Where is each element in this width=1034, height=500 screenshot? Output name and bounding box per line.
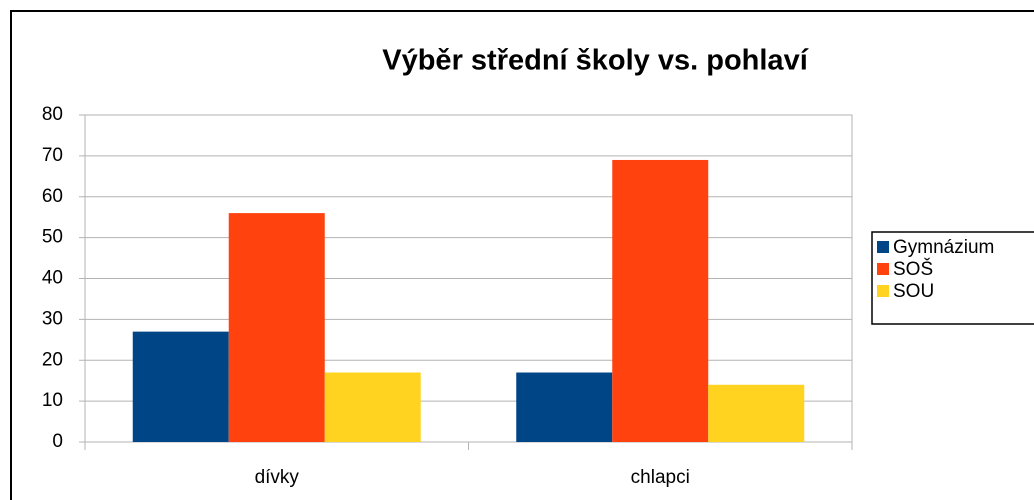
- y-tick-label: 40: [42, 268, 63, 289]
- y-tick-label: 80: [42, 104, 63, 125]
- legend-swatch: [877, 241, 889, 253]
- y-tick-label: 50: [42, 227, 63, 248]
- bar: [228, 213, 325, 442]
- legend-swatch: [877, 263, 889, 275]
- legend-label: Gymnázium: [893, 237, 994, 258]
- y-tick-label: 30: [42, 308, 63, 329]
- y-tick-label: 0: [52, 431, 63, 452]
- bar: [132, 331, 229, 442]
- legend-label: SOŠ: [893, 258, 933, 280]
- legend-label: SOU: [893, 281, 934, 302]
- y-tick-label: 70: [42, 145, 63, 166]
- bar: [324, 372, 421, 442]
- y-tick-label: 10: [42, 390, 63, 411]
- x-tick-label: dívky: [255, 467, 300, 488]
- bar: [516, 372, 613, 442]
- legend-swatch: [877, 285, 889, 297]
- chart-title: Výběr střední školy vs. pohlaví: [382, 45, 808, 77]
- bar: [612, 159, 709, 442]
- y-tick-label: 20: [42, 349, 63, 370]
- legend-box: [871, 231, 1034, 325]
- x-tick-label: chlapci: [631, 467, 690, 488]
- bar: [708, 384, 805, 442]
- y-tick-label: 60: [42, 186, 63, 207]
